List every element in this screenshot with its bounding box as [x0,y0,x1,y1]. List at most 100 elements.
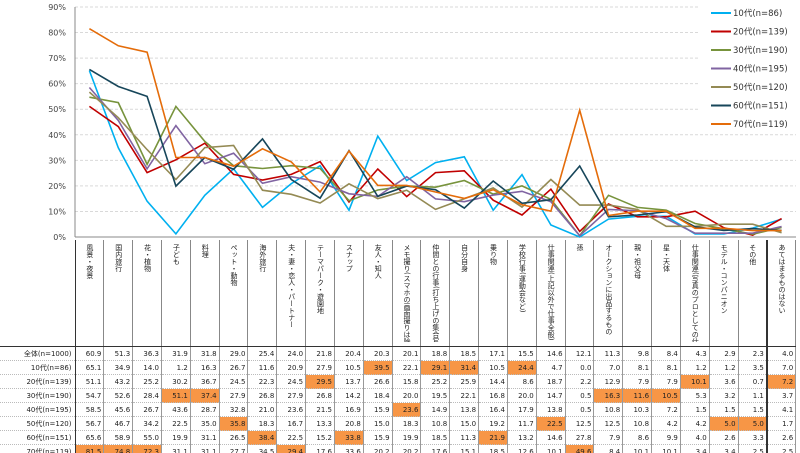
table-cell: 36.3 [132,346,162,361]
table-cell: 27.8 [565,430,595,445]
table-cell: 22.1 [392,360,422,375]
table-cell: 34.2 [132,416,162,431]
table-cell: 3.4 [680,444,710,453]
category-header: 孫 [565,240,595,347]
table-cell: 8.6 [507,374,537,389]
row-label: 60代(n=151) [0,430,76,445]
y-tick-label: 20% [48,182,66,191]
table-cell: 51.1 [161,388,191,403]
y-tick-label: 30% [48,156,66,165]
y-tick-label: 70% [48,54,66,63]
x-tick-label: 子ども [172,244,181,265]
table-cell: 11.3 [593,346,624,361]
x-tick-label: その他 [748,244,757,265]
table-cell: 25.4 [247,346,278,361]
table-cell: 8.4 [651,346,681,361]
category-header: スナップ [334,240,364,347]
series-line [88,86,782,237]
table-cell: 0.5 [565,388,595,403]
table-cell: 72.3 [132,444,162,453]
category-header: 仕事関連(上記以外で仕事全般) [536,240,566,347]
table-cell: 1.5 [738,402,768,417]
table-row: 全体(n=1000) 60.9 51.3 36.3 31.9 31.8 29.0 25.4 24… [0,346,797,361]
table-cell: 27.9 [276,388,307,403]
series-line [88,105,782,237]
table-cell: 4.2 [651,416,681,431]
table-cell: 4.1 [765,402,797,417]
table-cell: 18.3 [392,416,422,431]
x-tick-label: あてはまるものはない [778,244,787,314]
y-tick-label: 60% [48,80,66,89]
table-cell: 29.0 [219,346,249,361]
table-cell: 13.2 [507,430,537,445]
table-cell: 7.9 [622,374,653,389]
table-cell: 45.6 [103,402,134,417]
category-header: 風景・夜景 [75,240,105,347]
table-cell: 19.5 [420,388,451,403]
table-cell: 1.7 [765,416,797,431]
table-cell: 7.9 [651,374,681,389]
category-header: テーマパーク・遊園地 [305,240,335,347]
table-cell: 15.0 [449,416,480,431]
category-header: 学校行事(運動会など) [507,240,537,347]
table-cell: 26.6 [363,374,393,389]
table-cell: 23.6 [392,402,422,417]
table-cell: 25.2 [420,374,451,389]
table-cell: 15.0 [363,416,393,431]
table-cell: 33.6 [334,444,364,453]
table-cell: 1.2 [680,360,710,375]
y-tick-label: 50% [48,105,66,114]
table-cell: 17.6 [420,444,451,453]
table-cell: 31.1 [161,444,191,453]
table-cell: 36.7 [190,374,220,389]
x-tick-label: モデル・コンパニオン [720,244,729,314]
y-tick-label: 0% [53,233,66,240]
table-cell: 10.5 [651,388,681,403]
table-cell: 18.5 [449,346,480,361]
table-cell: 18.5 [420,430,451,445]
table-cell: 17.9 [507,402,537,417]
table-cell: 35.0 [190,416,220,431]
table-cell: 1.5 [709,402,739,417]
table-cell: 8.4 [593,444,624,453]
table-cell: 65.6 [75,430,105,445]
table-cell: 65.1 [75,360,105,375]
table-row: 20代(n=139) 51.1 43.2 25.2 30.2 36.7 24.5 22.3 24… [0,374,797,389]
table-cell: 21.0 [247,402,278,417]
table-cell: 14.2 [334,388,364,403]
x-tick-label: 花・植物 [143,244,152,272]
table-cell: 8.1 [622,360,653,375]
table-cell: 31.9 [161,346,191,361]
table-cell: 26.8 [247,388,278,403]
table-cell: 2.5 [765,444,797,453]
x-tick-label: 乗り物 [489,244,498,265]
table-cell: 15.2 [305,430,335,445]
category-header: 自分自身 [449,240,480,347]
table-cell: 21.8 [305,346,335,361]
table-cell: 24.5 [276,374,307,389]
table-cell: 7.0 [593,360,624,375]
table-cell: 55.0 [132,430,162,445]
table-cell: 37.4 [190,388,220,403]
table-cell: 10.1 [622,444,653,453]
table-cell: 31.1 [190,444,220,453]
table-cell: 7.2 [765,374,797,389]
table-cell: 22.5 [276,430,307,445]
table-cell: 2.5 [738,444,768,453]
table-cell: 54.7 [75,388,105,403]
table-cell: 2.6 [709,430,739,445]
table-cell: 26.8 [305,388,335,403]
row-label: 40代(n=195) [0,402,76,417]
table-cell: 31.4 [449,360,480,375]
table-cell: 43.6 [161,402,191,417]
table-cell: 14.0 [132,360,162,375]
table-cell: 3.6 [709,374,739,389]
table-cell: 14.9 [420,402,451,417]
table-cell: 3.5 [738,360,768,375]
table-cell: 32.8 [219,402,249,417]
category-header: オークションに出品するもの [593,240,624,347]
table-cell: 25.9 [449,374,480,389]
table-cell: 9.8 [622,346,653,361]
table-cell: 13.7 [334,374,364,389]
table-cell: 18.5 [478,444,508,453]
